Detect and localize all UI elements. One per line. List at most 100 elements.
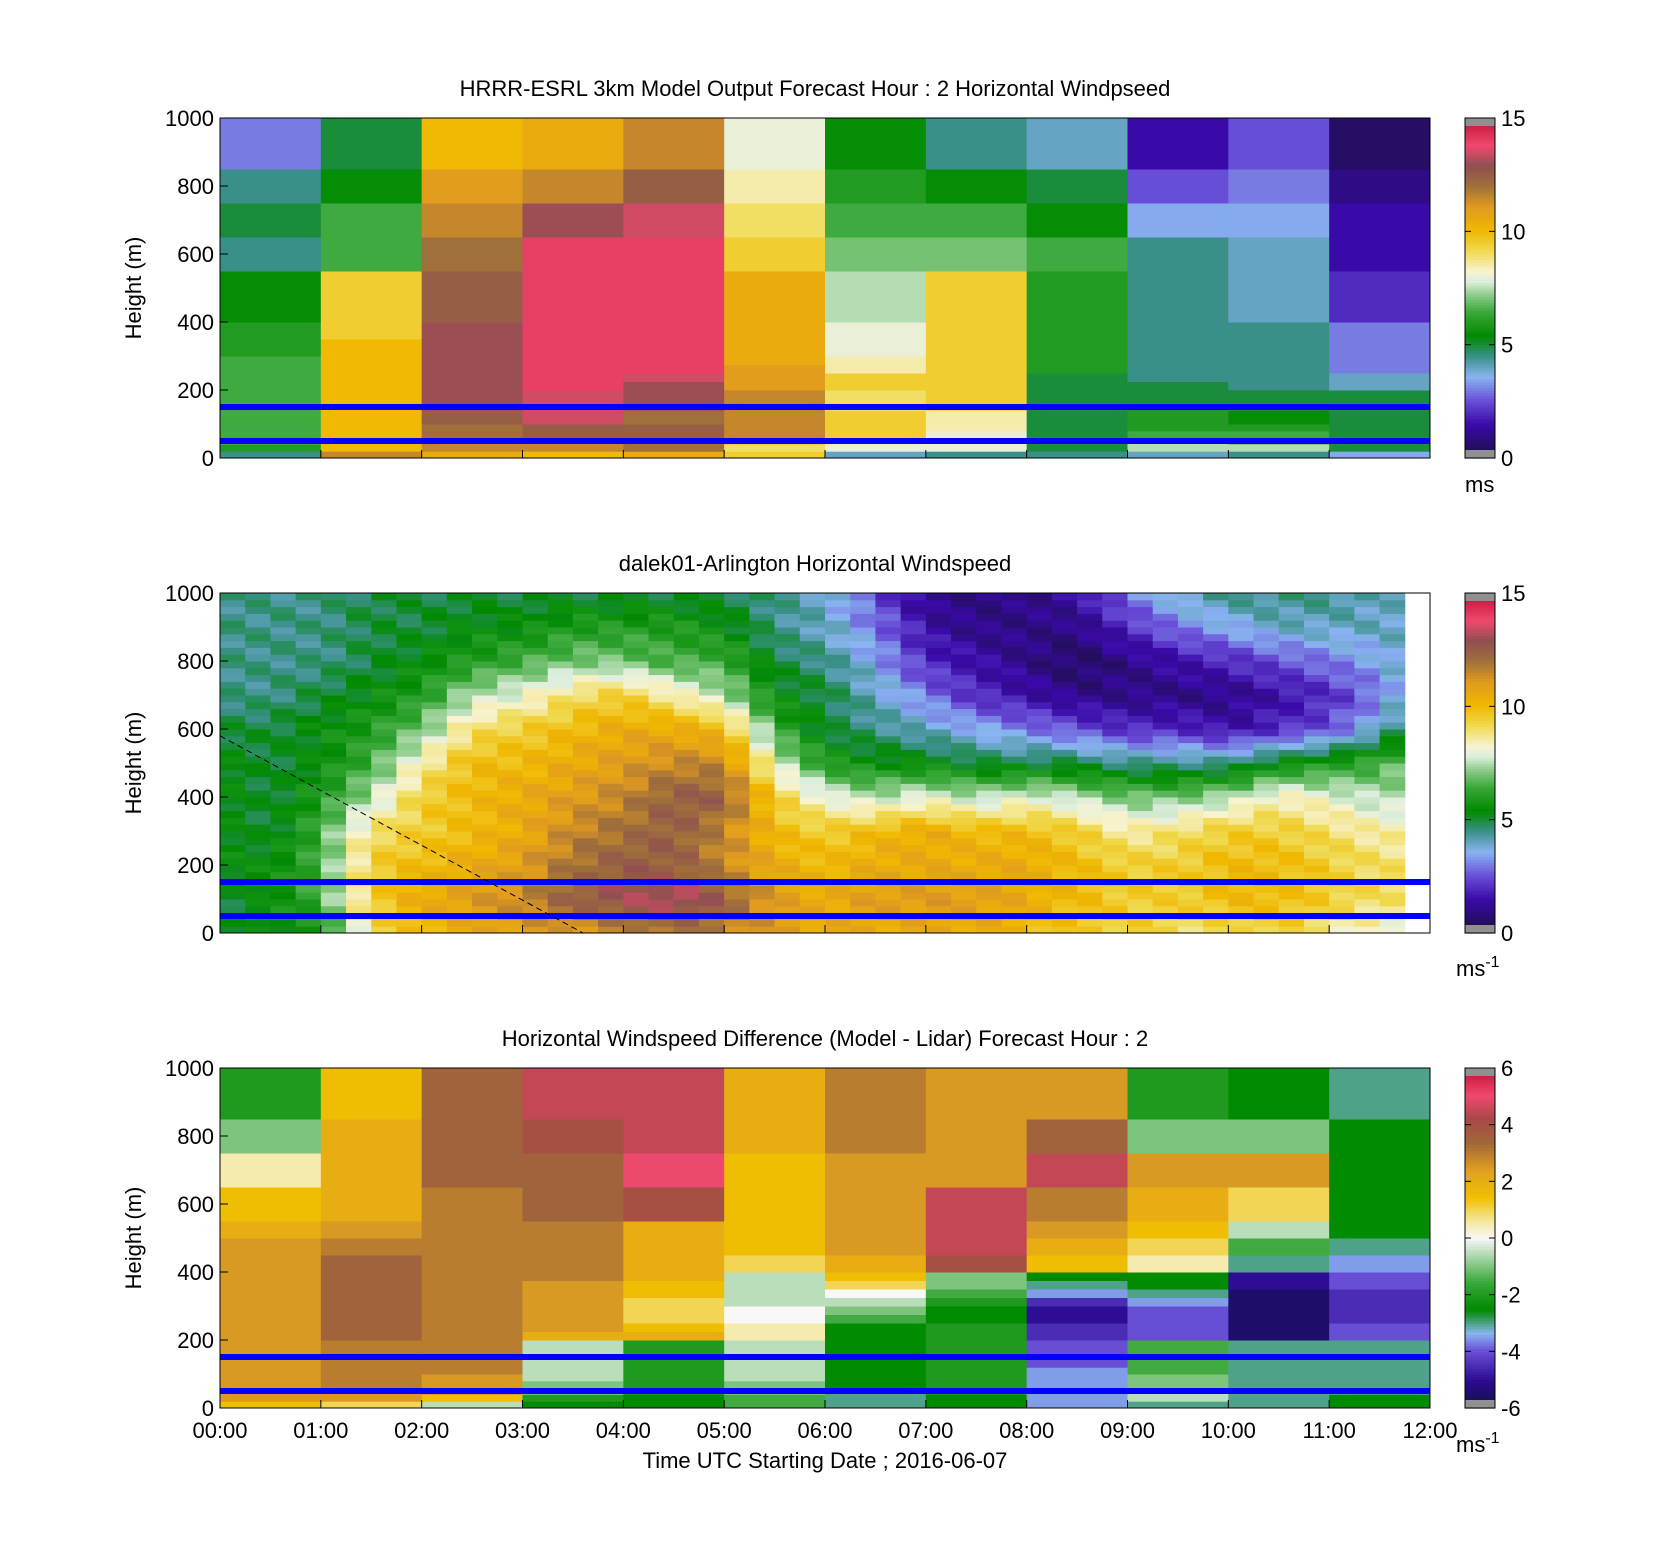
heatmap-cell xyxy=(825,722,851,730)
heatmap-cell xyxy=(220,1238,322,1256)
heatmap-cell xyxy=(1001,797,1028,805)
heatmap-cell xyxy=(396,831,423,839)
colorbar-segment xyxy=(1465,1294,1495,1299)
heatmap-cell xyxy=(623,647,650,655)
heatmap-cell xyxy=(220,1380,322,1389)
heatmap-cell xyxy=(1177,824,1204,832)
heatmap-cell xyxy=(1001,919,1028,927)
colorbar-segment xyxy=(1465,401,1495,405)
heatmap-cell xyxy=(1379,892,1406,900)
heatmap-cell xyxy=(1329,899,1355,907)
heatmap-cell xyxy=(951,790,977,798)
heatmap-cell xyxy=(925,851,952,859)
heatmap-cell xyxy=(749,749,776,757)
colorbar-segment xyxy=(1465,1189,1495,1194)
x-tick-label: 10:00 xyxy=(1201,1418,1256,1443)
heatmap-cell xyxy=(1077,640,1103,648)
heatmap-cell xyxy=(673,769,700,778)
heatmap-cell xyxy=(724,1255,826,1273)
heatmap-cell xyxy=(396,756,423,764)
heatmap-cell xyxy=(346,633,372,642)
heatmap-cell xyxy=(1077,919,1103,927)
heatmap-cell xyxy=(421,1297,523,1307)
heatmap-cell xyxy=(547,599,574,608)
heatmap-cell xyxy=(547,701,574,710)
heatmap-cell xyxy=(925,688,952,696)
heatmap-cell xyxy=(371,688,397,696)
heatmap-cell xyxy=(774,620,801,628)
heatmap-cell xyxy=(1152,661,1179,669)
heatmap-cell xyxy=(1303,695,1330,703)
heatmap-cell xyxy=(421,871,448,880)
heatmap-cell xyxy=(1102,647,1128,655)
heatmap-cell xyxy=(446,701,473,710)
heatmap-cell xyxy=(1329,1085,1431,1103)
colorbar-under-cap xyxy=(1465,1400,1495,1408)
heatmap-cell xyxy=(1026,593,1053,601)
heatmap-cell xyxy=(421,708,448,716)
heatmap-cell xyxy=(1278,790,1305,798)
heatmap-cell xyxy=(1228,1340,1330,1348)
heatmap-cell xyxy=(1026,803,1053,812)
heatmap-cell xyxy=(1228,851,1255,859)
heatmap-cell xyxy=(825,790,851,798)
heatmap-cell xyxy=(673,695,700,703)
heatmap-cell xyxy=(1228,1306,1330,1315)
heatmap-cell xyxy=(572,749,599,757)
heatmap-cell xyxy=(1253,885,1280,893)
heatmap-cell xyxy=(799,688,826,696)
heatmap-cell xyxy=(1228,688,1255,696)
heatmap-cell xyxy=(900,756,927,764)
heatmap-cell xyxy=(850,613,876,621)
heatmap-cell xyxy=(346,674,372,682)
heatmap-cell xyxy=(295,844,322,852)
heatmap-cell xyxy=(396,783,423,791)
heatmap-cell xyxy=(1026,424,1128,432)
heatmap-cell xyxy=(421,381,523,391)
heatmap-cell xyxy=(850,817,876,825)
heatmap-cell xyxy=(598,810,624,818)
heatmap-cell xyxy=(295,776,322,784)
heatmap-cell xyxy=(522,390,624,398)
heatmap-cell xyxy=(1077,905,1103,914)
heatmap-cell xyxy=(825,330,927,340)
heatmap-cell xyxy=(598,803,624,812)
heatmap-cell xyxy=(1026,237,1128,255)
heatmap-cell xyxy=(1203,688,1229,696)
heatmap-cell xyxy=(1051,749,1078,757)
heatmap-cell xyxy=(572,756,599,764)
heatmap-cell xyxy=(220,356,322,365)
heatmap-cell xyxy=(1026,1280,1128,1290)
heatmap-cell xyxy=(245,667,271,676)
y-tick-label: 200 xyxy=(177,853,214,878)
heatmap-cell xyxy=(724,654,750,662)
colorbar-segment xyxy=(1465,1260,1495,1265)
colorbar-frame xyxy=(1464,592,1496,934)
heatmap-cell xyxy=(1278,769,1305,778)
heatmap-cell xyxy=(1051,844,1078,852)
heatmap-cell xyxy=(1278,756,1305,764)
colorbar-segment xyxy=(1465,404,1495,408)
heatmap-cell xyxy=(724,905,750,914)
heatmap-cell xyxy=(497,715,523,723)
heatmap-cell xyxy=(547,905,574,914)
heatmap-cell xyxy=(673,892,700,900)
heatmap-cell xyxy=(1379,871,1406,880)
heatmap-cell xyxy=(421,118,523,136)
heatmap-cell xyxy=(320,708,347,716)
colorbar-segment xyxy=(1465,166,1495,170)
heatmap-cell xyxy=(270,851,297,859)
heatmap-cell xyxy=(1077,749,1103,757)
heatmap-cell xyxy=(1278,729,1305,737)
heatmap-cell xyxy=(421,1272,523,1281)
heatmap-cell xyxy=(346,824,372,832)
heatmap-cell xyxy=(1228,424,1330,432)
heatmap-cell xyxy=(522,1323,624,1332)
heatmap-cell xyxy=(799,708,826,716)
heatmap-cell xyxy=(522,722,549,730)
heatmap-cell xyxy=(976,640,1002,648)
heatmap-cell xyxy=(875,667,902,676)
heatmap-cell xyxy=(1102,640,1128,648)
heatmap-cell xyxy=(925,1360,1028,1368)
colorbar-over-cap xyxy=(1465,593,1495,601)
